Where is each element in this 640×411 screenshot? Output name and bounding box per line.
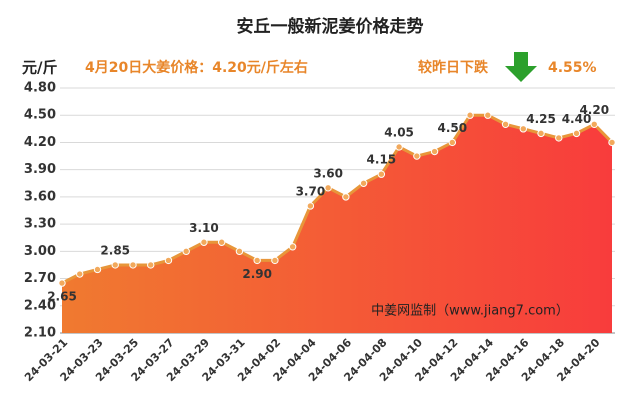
value-label: 4.50 bbox=[438, 121, 468, 135]
marker bbox=[182, 247, 190, 256]
marker bbox=[484, 111, 492, 119]
marker bbox=[76, 270, 84, 278]
area bbox=[62, 115, 612, 333]
marker bbox=[590, 120, 598, 128]
marker bbox=[306, 202, 315, 210]
value-label: 3.70 bbox=[296, 184, 326, 198]
marker bbox=[147, 261, 155, 269]
marker bbox=[111, 261, 119, 269]
y-tick-label: 3.90 bbox=[24, 162, 56, 177]
value-label: 4.05 bbox=[384, 125, 414, 139]
marker bbox=[501, 120, 510, 128]
marker bbox=[413, 152, 421, 160]
marker bbox=[519, 125, 527, 133]
down-arrow bbox=[505, 52, 537, 82]
y-tick-label: 2.40 bbox=[24, 298, 56, 313]
chart-title: 安丘一般新泥姜价格走势 bbox=[237, 16, 424, 37]
annotation: 4.55% bbox=[548, 60, 597, 76]
marker bbox=[129, 261, 137, 269]
value-label: 4.25 bbox=[526, 112, 556, 126]
marker bbox=[395, 143, 403, 151]
value-label: 2.90 bbox=[242, 267, 272, 281]
y-axis-label: 元/斤 bbox=[22, 59, 57, 77]
watermark: 中姜网监制（www.jiang7.com） bbox=[371, 304, 569, 319]
y-tick-label: 2.10 bbox=[24, 326, 56, 341]
y-tick-label: 3.30 bbox=[24, 217, 56, 232]
y-tick-label: 3.00 bbox=[24, 244, 56, 259]
marker bbox=[359, 179, 368, 187]
marker bbox=[93, 265, 102, 274]
value-label: 4.40 bbox=[562, 112, 592, 126]
annotation: 4月20日大姜价格：4.20元/斤左右 bbox=[85, 59, 308, 76]
marker bbox=[217, 238, 226, 246]
marker bbox=[271, 256, 279, 265]
marker bbox=[377, 170, 386, 178]
value-label: 4.20 bbox=[579, 103, 609, 117]
marker bbox=[200, 238, 208, 246]
marker bbox=[324, 184, 332, 192]
marker bbox=[555, 134, 563, 142]
value-label: 3.10 bbox=[189, 221, 219, 235]
marker bbox=[572, 129, 581, 138]
marker bbox=[235, 247, 244, 256]
value-label: 2.85 bbox=[100, 243, 130, 257]
marker bbox=[537, 129, 545, 138]
y-tick-label: 4.50 bbox=[24, 108, 56, 123]
marker bbox=[288, 243, 297, 251]
marker bbox=[608, 138, 616, 147]
value-label: 4.15 bbox=[367, 153, 397, 167]
marker bbox=[164, 256, 173, 265]
y-tick-label: 4.80 bbox=[24, 81, 56, 96]
value-label: 2.65 bbox=[47, 290, 77, 304]
value-label: 3.60 bbox=[313, 166, 343, 180]
marker bbox=[253, 256, 261, 265]
y-tick-label: 4.20 bbox=[24, 135, 56, 150]
marker bbox=[58, 279, 66, 287]
marker bbox=[430, 147, 439, 156]
marker bbox=[448, 138, 457, 147]
marker bbox=[466, 111, 474, 119]
marker bbox=[342, 193, 350, 201]
y-tick-label: 2.70 bbox=[24, 271, 56, 286]
annotation: 较昨日下跌 bbox=[418, 59, 489, 76]
y-tick-label: 3.60 bbox=[24, 189, 56, 204]
